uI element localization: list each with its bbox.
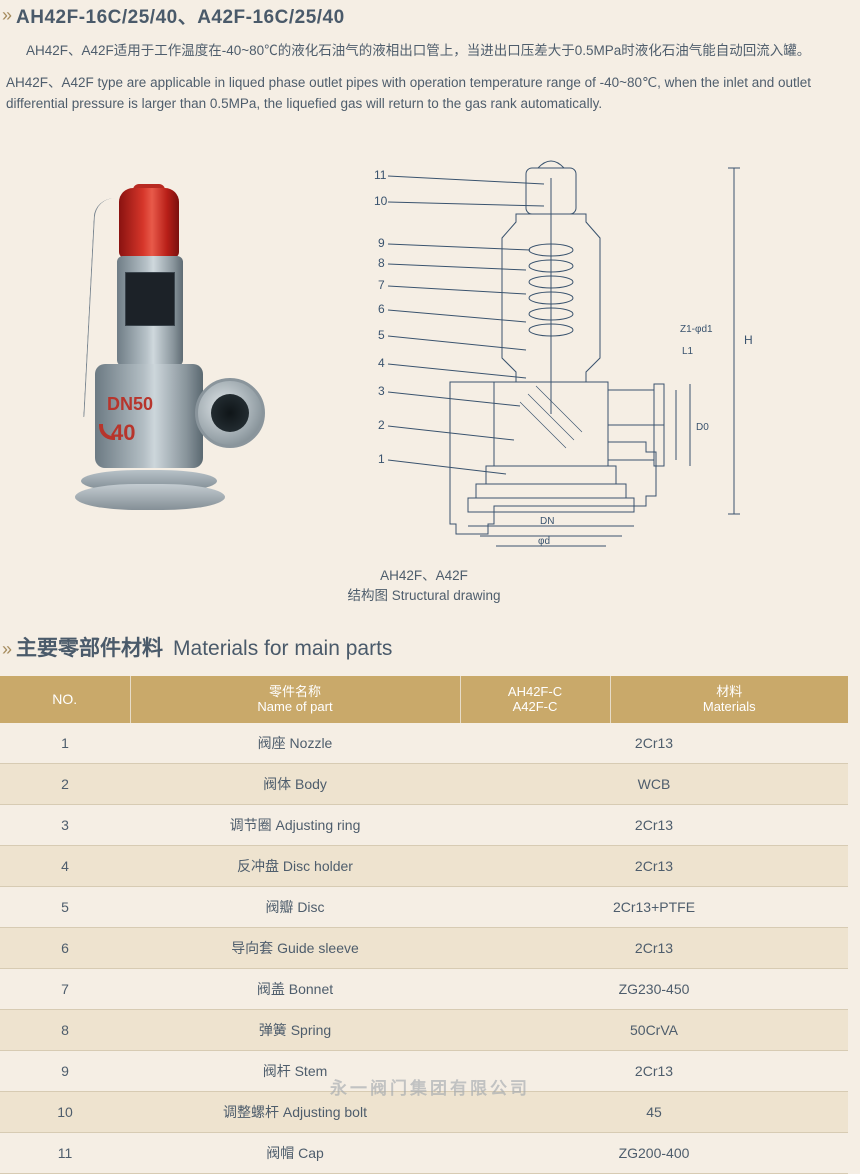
callout-9: 9 [378,236,385,250]
figure-caption: AH42F、A42F 结构图 Structural drawing [0,558,848,628]
callout-7: 7 [378,278,385,292]
th-name: 零件名称 Name of part [130,676,460,723]
svg-text:φd: φd [538,536,550,547]
svg-text:L1: L1 [682,346,694,357]
th-spec: AH42F-C A42F-C [460,676,610,723]
callout-11: 11 [374,168,386,182]
th-no: NO. [0,676,130,723]
callout-3: 3 [378,384,385,398]
page-title: AH42F-16C/25/40、A42F-16C/25/40 [16,2,345,29]
cell-no: 2 [0,763,130,804]
chevron-icon: » [2,5,6,26]
table-row: 7阀盖 BonnetZG230-450 [0,968,848,1009]
callout-10: 10 [374,194,387,208]
caption-line1: AH42F、A42F [0,564,848,584]
description-cn: AH42F、A42F适用于工作温度在-40~80℃的液化石油气的液相出口管上，当… [0,29,848,65]
section-title-cn: 主要零部件材料 [16,632,163,662]
callout-6: 6 [378,302,385,316]
svg-text:D0: D0 [696,422,709,433]
cell-no: 8 [0,1009,130,1050]
cell-material: 2Cr13 [460,927,848,968]
cell-name: 弹簧 Spring [130,1009,460,1050]
cell-material: 2Cr13 [460,723,848,764]
callout-4: 4 [378,356,385,370]
svg-text:Z1-φd1: Z1-φd1 [680,324,713,335]
svg-text:H: H [744,333,753,347]
cell-no: 10 [0,1091,130,1132]
cell-name: 阀体 Body [130,763,460,804]
cell-name: 阀盖 Bonnet [130,968,460,1009]
cell-material: ZG230-450 [460,968,848,1009]
cell-no: 4 [0,845,130,886]
callout-1: 1 [378,452,385,466]
cell-no: 3 [0,804,130,845]
cell-name: 阀瓣 Disc [130,886,460,927]
chevron-icon: » [2,639,6,660]
table-row: 6导向套 Guide sleeve2Cr13 [0,927,848,968]
cell-material: 2Cr13 [460,804,848,845]
cell-material: 2Cr13 [460,845,848,886]
section-title-en: Materials for main parts [173,637,392,661]
table-row: 4反冲盘 Disc holder2Cr13 [0,845,848,886]
product-photo: DN50 40 [30,148,290,558]
cell-no: 5 [0,886,130,927]
page-title-row: » AH42F-16C/25/40、A42F-16C/25/40 [0,0,848,29]
cell-no: 7 [0,968,130,1009]
structural-drawing: H [330,148,848,558]
callout-8: 8 [378,256,385,270]
cell-no: 1 [0,723,130,764]
cell-name: 调节圈 Adjusting ring [130,804,460,845]
cell-name: 反冲盘 Disc holder [130,845,460,886]
table-row: 1阀座 Nozzle2Cr13 [0,723,848,764]
svg-text:DN: DN [540,516,554,527]
cell-material: 2Cr13+PTFE [460,886,848,927]
cell-material: 50CrVA [460,1009,848,1050]
figure-row: DN50 40 H [0,118,848,558]
callout-5: 5 [378,328,385,342]
cell-name: 导向套 Guide sleeve [130,927,460,968]
th-materials: 材料 Materials [610,676,848,723]
table-row: 3调节圈 Adjusting ring2Cr13 [0,804,848,845]
cell-no: 9 [0,1050,130,1091]
cell-name: 阀座 Nozzle [130,723,460,764]
section-title: » 主要零部件材料 Materials for main parts [0,628,848,676]
valve-pn-marking: 40 [111,420,135,446]
table-row: 2阀体 BodyWCB [0,763,848,804]
cell-material: ZG200-400 [460,1132,848,1173]
valve-dn-marking: DN50 [107,394,153,415]
materials-table: NO. 零件名称 Name of part AH42F-C A42F-C 材料 … [0,676,848,1174]
cell-material: WCB [460,763,848,804]
cell-name: 阀帽 Cap [130,1132,460,1173]
watermark: 永一阀门集团有限公司 [330,1074,530,1099]
cell-no: 11 [0,1132,130,1173]
table-row: 5阀瓣 Disc2Cr13+PTFE [0,886,848,927]
caption-line2: 结构图 Structural drawing [0,584,848,604]
table-row: 8弹簧 Spring50CrVA [0,1009,848,1050]
table-row: 11阀帽 CapZG200-400 [0,1132,848,1173]
cell-no: 6 [0,927,130,968]
description-en: AH42F、A42F type are applicable in liqued… [0,65,848,118]
callout-2: 2 [378,418,385,432]
